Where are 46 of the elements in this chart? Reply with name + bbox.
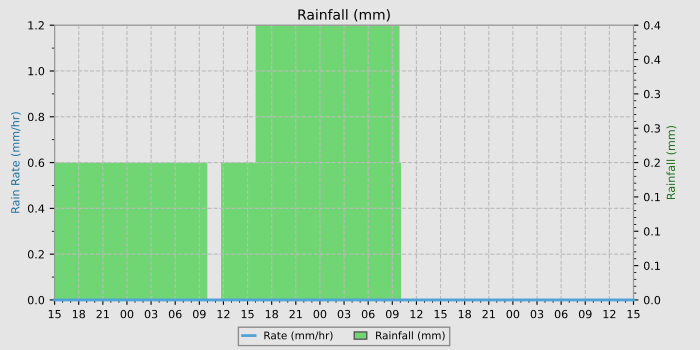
x-tick-label: 21	[290, 310, 302, 318]
chart-title: Rainfall (mm)	[298, 9, 390, 22]
x-tick-label: 00	[120, 310, 134, 318]
y-tick-label: 1.2	[28, 21, 44, 30]
y2-axis-title: Rainfall (mm)	[666, 126, 676, 200]
x-tick-label: 12	[218, 310, 230, 318]
x-tick-label: 15	[242, 310, 254, 318]
x-tick-label: 03	[530, 310, 544, 318]
y2-tick-label: 0.3	[644, 124, 660, 133]
x-tick-label: 15	[48, 310, 61, 318]
x-tick-label: 18	[72, 310, 86, 318]
x-tick-label: 06	[362, 310, 375, 318]
x-tick-label: 12	[604, 310, 616, 318]
x-tick-label: 00	[314, 310, 326, 318]
x-tick-label: 09	[386, 310, 399, 318]
x-tick-label: 03	[338, 310, 350, 318]
x-tick-label: 18	[266, 310, 278, 318]
y2-tick-label: 0.1	[644, 192, 660, 202]
x-tick-label: 18	[458, 310, 471, 318]
y-tick-label: 0.6	[28, 158, 44, 167]
y2-tick-label: 0.2	[644, 158, 660, 167]
y2-tick-label: 0.3	[644, 90, 660, 98]
x-tick-label: 00	[506, 310, 520, 318]
x-tick-label: 21	[482, 310, 495, 318]
x-tick-label: 06	[168, 310, 182, 318]
x-tick-label: 21	[96, 310, 109, 318]
y2-tick-label: 0.1	[644, 227, 660, 236]
y2-tick-label: 0.0	[644, 296, 660, 304]
x-tick-label: 03	[144, 310, 158, 318]
x-tick-label: 06	[554, 310, 568, 318]
y2-tick-label: 0.1	[644, 262, 660, 270]
legend-label: Rate (mm/hr)	[264, 331, 333, 341]
y2-tick-label: 0.4	[644, 21, 660, 30]
y-tick-label: 0.8	[28, 112, 44, 122]
y2-tick-label: 0.4	[644, 56, 660, 64]
x-tick-label: 09	[578, 310, 592, 318]
y-tick-label: 1.0	[28, 66, 44, 76]
y-tick-label: 0.2	[28, 250, 44, 259]
y-tick-label: 0.4	[28, 204, 44, 213]
x-tick-label: 15	[628, 310, 640, 318]
x-tick-label: 09	[192, 310, 206, 318]
legend-label: Rainfall (mm)	[376, 331, 445, 341]
y-axis-title: Rain Rate (mm/hr)	[10, 112, 21, 213]
y-tick-label: 0.0	[28, 296, 44, 304]
x-tick-label: 12	[410, 310, 422, 318]
x-tick-label: 15	[434, 310, 447, 318]
